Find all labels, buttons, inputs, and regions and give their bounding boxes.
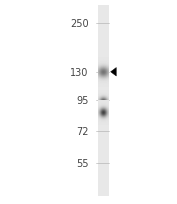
Text: 130: 130 (70, 68, 88, 77)
FancyBboxPatch shape (98, 6, 109, 196)
Text: 250: 250 (70, 19, 88, 28)
Polygon shape (111, 68, 116, 77)
Text: 55: 55 (76, 158, 88, 168)
Text: 72: 72 (76, 127, 88, 136)
Text: 95: 95 (76, 96, 88, 106)
